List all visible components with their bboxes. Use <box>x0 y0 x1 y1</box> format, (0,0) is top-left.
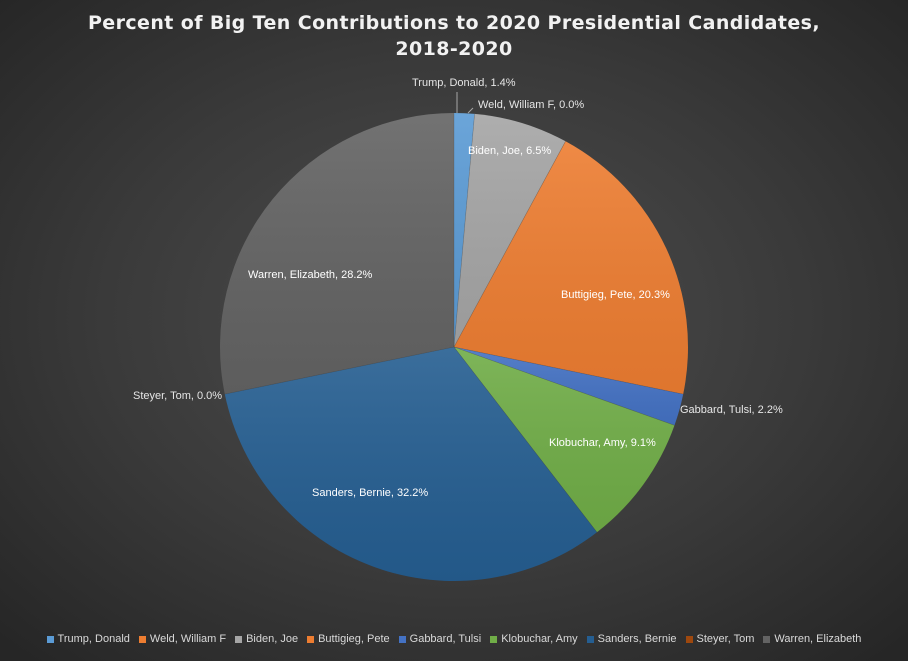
data-label-sanders-bernie: Sanders, Bernie, 32.2% <box>312 487 428 499</box>
legend-label: Buttigieg, Pete <box>318 633 390 645</box>
data-label-buttigieg-pete: Buttigieg, Pete, 20.3% <box>561 289 670 301</box>
slice-separator <box>453 141 566 348</box>
legend-swatch <box>685 635 693 643</box>
pie-slice-sheen-sanders-bernie <box>224 347 597 581</box>
legend-item-warren-elizabeth: Warren, Elizabeth <box>763 633 861 645</box>
legend-label: Weld, William F <box>149 633 227 645</box>
legend-item-biden-joe: Biden, Joe <box>235 633 298 645</box>
data-label-steyer-tom: Steyer, Tom, 0.0% <box>133 390 222 402</box>
legend-label: Klobuchar, Amy <box>501 633 578 645</box>
legend-label: Trump, Donald <box>57 633 130 645</box>
slice-separator <box>453 346 675 426</box>
chart-title-line-1: Percent of Big Ten Contributions to 2020… <box>87 12 820 34</box>
legend-item-sanders-bernie: Sanders, Bernie <box>586 633 677 645</box>
legend-item-buttigieg-pete: Buttigieg, Pete <box>307 633 390 645</box>
legend-label: Warren, Elizabeth <box>774 633 862 645</box>
legend-swatch <box>586 635 594 643</box>
legend-swatch <box>398 635 406 643</box>
legend-swatch <box>46 635 54 643</box>
legend-label: Sanders, Bernie <box>597 633 677 645</box>
legend-swatch <box>138 635 146 643</box>
pie-slice-sheen-klobuchar-amy <box>454 347 675 533</box>
pie-slice-sheen-biden-joe <box>454 113 566 347</box>
legend-item-weld-william-f: Weld, William F <box>138 633 227 645</box>
legend-swatch <box>307 635 315 643</box>
data-label-trump-donald: Trump, Donald, 1.4% <box>412 77 516 89</box>
legend-item-steyer-tom: Steyer, Tom <box>685 633 755 645</box>
pie-slice-sheen-gabbard-tulsi <box>454 347 684 426</box>
chart-legend: Trump, Donald Weld, William F Biden, Joe Bu… <box>0 633 908 645</box>
legend-swatch <box>763 635 771 643</box>
data-label-biden-joe: Biden, Joe, 6.5% <box>468 145 551 157</box>
pie-slice-sheen-buttigieg-pete <box>454 141 688 395</box>
legend-item-klobuchar-amy: Klobuchar, Amy <box>490 633 578 645</box>
data-labels: Trump, Donald, 1.4% Weld, William F, 0.0%… <box>133 77 783 499</box>
legend-label: Steyer, Tom <box>696 633 755 645</box>
pie-slice-sheen-trump-donald <box>454 113 475 347</box>
slice-separator <box>453 113 475 348</box>
chart-title: Percent of Big Ten Contributions to 2020… <box>0 10 908 62</box>
legend-swatch <box>235 635 243 643</box>
pie-slice-sheen-warren-elizabeth <box>220 113 454 395</box>
legend-swatch <box>490 635 498 643</box>
legend-item-gabbard-tulsi: Gabbard, Tulsi <box>398 633 482 645</box>
legend-item-trump-donald: Trump, Donald <box>46 633 130 645</box>
data-label-warren-elizabeth: Warren, Elizabeth, 28.2% <box>248 269 373 281</box>
legend-label: Biden, Joe <box>246 633 299 645</box>
pie-slices <box>220 113 688 581</box>
leader-line-weld-william-f <box>467 107 474 114</box>
legend-label: Gabbard, Tulsi <box>409 633 482 645</box>
slice-separator <box>224 346 455 395</box>
slice-separator <box>453 346 598 533</box>
slice-separator <box>453 346 684 395</box>
chart-title-line-2: 2018-2020 <box>395 38 513 60</box>
data-label-weld-william-f: Weld, William F, 0.0% <box>478 99 584 111</box>
data-label-gabbard-tulsi: Gabbard, Tulsi, 2.2% <box>680 404 783 416</box>
data-label-klobuchar-amy: Klobuchar, Amy, 9.1% <box>549 437 656 449</box>
leader-lines <box>456 92 474 114</box>
